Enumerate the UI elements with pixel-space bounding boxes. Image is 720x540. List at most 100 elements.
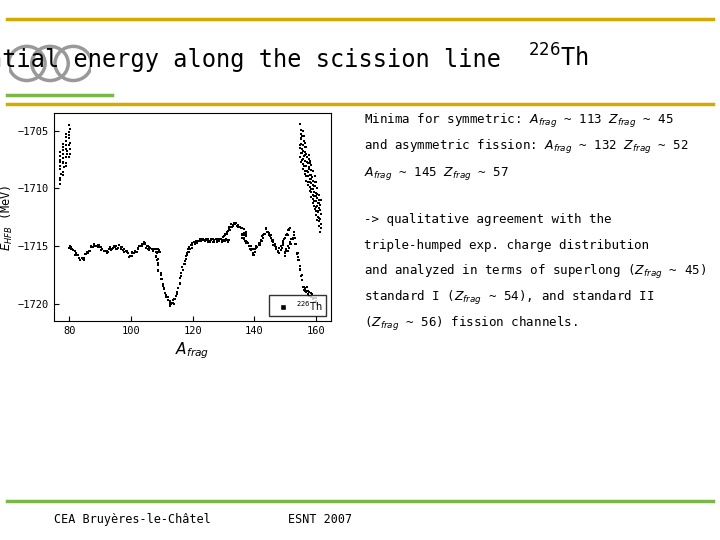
Point <box>95 243 107 252</box>
Point <box>211 238 222 246</box>
Point <box>68 246 79 254</box>
Point <box>119 248 130 256</box>
Point <box>138 240 149 248</box>
Point <box>315 228 326 237</box>
Point <box>259 230 271 238</box>
Point <box>295 130 307 139</box>
Point <box>212 235 224 244</box>
Point <box>54 176 66 185</box>
Point <box>223 236 235 245</box>
Point <box>216 238 228 246</box>
Point <box>202 236 213 245</box>
Point <box>199 237 211 246</box>
Point <box>248 251 259 259</box>
Point <box>54 173 66 182</box>
Point <box>69 247 81 256</box>
Point <box>60 161 71 170</box>
Point <box>291 250 302 259</box>
Point <box>310 211 322 219</box>
Point <box>294 140 306 149</box>
Point <box>282 247 294 255</box>
Point <box>307 190 319 199</box>
Point <box>88 243 99 252</box>
Point <box>199 235 211 244</box>
Point <box>217 233 228 241</box>
Point <box>282 231 294 240</box>
Point <box>55 152 66 160</box>
Point <box>81 248 93 256</box>
Point <box>66 243 77 252</box>
Point <box>309 205 320 214</box>
Point <box>60 145 72 153</box>
Point <box>160 293 171 301</box>
Point <box>222 236 233 245</box>
Point <box>151 255 163 264</box>
Point <box>305 179 317 188</box>
Point <box>253 240 264 249</box>
Point <box>110 245 122 254</box>
Point <box>305 193 317 202</box>
Point <box>238 230 250 238</box>
Point <box>195 237 207 246</box>
Point <box>63 121 75 130</box>
Point <box>73 251 84 260</box>
Point <box>122 248 133 256</box>
Point <box>292 255 304 264</box>
Point <box>260 230 271 239</box>
Point <box>266 237 278 245</box>
Point <box>109 242 120 251</box>
Point <box>234 223 246 232</box>
Point <box>76 254 88 262</box>
Point <box>168 295 180 303</box>
Point <box>261 227 273 236</box>
Text: and asymmetric fission: $A_{frag}$ ~ 132 $Z_{frag}$ ~ 52: and asymmetric fission: $A_{frag}$ ~ 132… <box>364 138 688 157</box>
Point <box>287 234 299 243</box>
Text: standard I ($Z_{frag}$ ~ 54), and standard II: standard I ($Z_{frag}$ ~ 54), and standa… <box>364 289 654 307</box>
Point <box>295 134 307 143</box>
Point <box>150 251 161 260</box>
Point <box>132 244 144 253</box>
Point <box>281 247 292 255</box>
Point <box>129 247 140 255</box>
Point <box>305 183 316 192</box>
Point <box>83 246 94 255</box>
Point <box>289 239 301 248</box>
Point <box>142 242 153 251</box>
Point <box>244 241 256 250</box>
Point <box>256 235 267 244</box>
Point <box>152 261 163 269</box>
Point <box>168 295 179 304</box>
Point <box>243 239 254 247</box>
Point <box>143 242 155 251</box>
Point <box>287 235 298 244</box>
Point <box>279 235 290 244</box>
Point <box>248 251 259 259</box>
Point <box>236 231 248 240</box>
Point <box>247 245 258 253</box>
Point <box>95 242 107 251</box>
Point <box>279 248 290 257</box>
Point <box>294 266 306 274</box>
Point <box>300 157 311 166</box>
Point <box>78 254 90 262</box>
Point <box>179 256 191 265</box>
Point <box>122 249 134 258</box>
Point <box>265 234 276 242</box>
Point <box>92 242 104 251</box>
Point <box>54 180 66 188</box>
Point <box>111 242 122 251</box>
Point <box>308 298 320 306</box>
Point <box>180 255 192 264</box>
Point <box>205 235 217 244</box>
Point <box>284 224 296 232</box>
Point <box>220 235 232 244</box>
Point <box>298 132 310 140</box>
Point <box>222 230 233 238</box>
Point <box>296 134 307 143</box>
Point <box>238 234 250 242</box>
Point <box>302 289 313 298</box>
Point <box>155 271 166 280</box>
Point <box>135 241 147 250</box>
Point <box>284 225 295 233</box>
Text: ($Z_{frag}$ ~ 56) fission channels.: ($Z_{frag}$ ~ 56) fission channels. <box>364 315 577 333</box>
